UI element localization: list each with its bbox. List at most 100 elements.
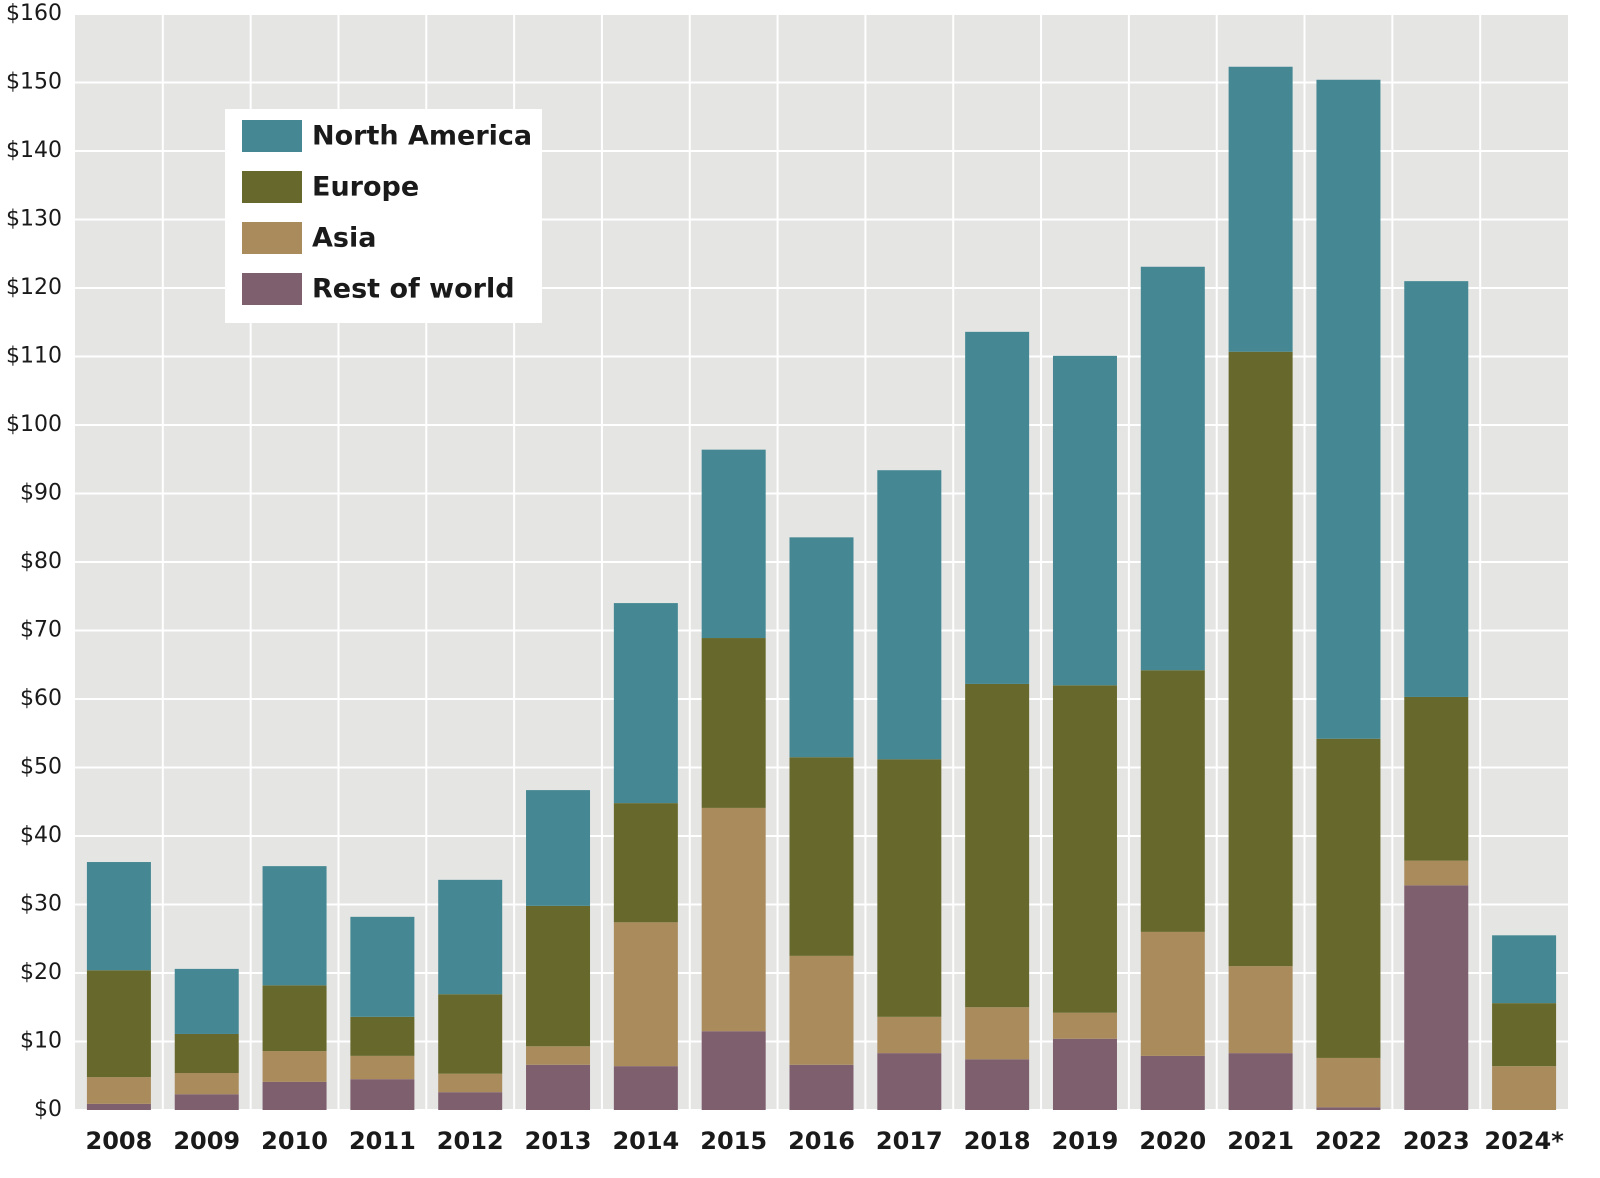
y-tick-label: $160 [6,1,62,26]
y-tick-label: $90 [20,481,62,506]
bar-segment [262,1051,327,1082]
bar-segment [1052,1038,1117,1110]
bar-segment [526,790,591,906]
legend-label: North America [312,121,532,152]
bar-segment [789,955,854,1065]
bar-segment [1228,66,1293,352]
bar-segment [701,449,766,639]
bar-segment [262,1081,327,1110]
bar-segment [86,970,151,1078]
x-tick-label: 2012 [437,1127,504,1155]
bar-segment [1228,351,1293,967]
bar-segment [1316,1107,1381,1110]
y-tick-label: $10 [20,1029,62,1054]
bar-segment [1404,696,1469,861]
bar-segment [701,807,766,1032]
bar-segment [350,1079,415,1110]
bar-segment [438,1092,503,1110]
bar-segment [86,862,151,971]
x-tick-label: 2013 [525,1127,592,1155]
y-tick-label: $40 [20,823,62,848]
bar-segment [86,1103,151,1110]
legend-swatch [242,273,302,305]
bar-segment [174,968,239,1034]
x-tick-label: 2010 [261,1127,328,1155]
bar-segment [438,879,503,995]
bar-segment [965,331,1030,684]
y-tick-label: $130 [6,207,62,232]
y-tick-label: $140 [6,138,62,163]
bar-segment [877,759,942,1017]
bar-segment [526,905,591,1047]
bar-segment [877,1053,942,1110]
x-tick-label: 2016 [788,1127,855,1155]
x-tick-label: 2023 [1403,1127,1470,1155]
legend-swatch [242,222,302,254]
bar-segment [1228,1053,1293,1110]
x-tick-label: 2020 [1139,1127,1206,1155]
bar-segment [86,1077,151,1104]
bar-segment [613,1066,678,1110]
bar-segment [350,916,415,1017]
bar-segment [789,757,854,956]
bar-segment [789,1064,854,1110]
bar-segment [526,1064,591,1110]
x-tick-label: 2017 [876,1127,943,1155]
x-tick-label: 2022 [1315,1127,1382,1155]
bar-segment [1228,966,1293,1054]
bar-segment [1492,1066,1557,1110]
bar-segment [1052,685,1117,1013]
x-tick-label: 2019 [1052,1127,1119,1155]
bar-segment [438,1073,503,1093]
legend-swatch [242,171,302,203]
y-tick-label: $50 [20,755,62,780]
bar-segment [701,1031,766,1110]
bar-segment [965,1059,1030,1110]
bar-segment [877,1016,942,1054]
bar-segment [965,683,1030,1008]
bar-segment [701,638,766,808]
y-tick-label: $0 [34,1097,62,1122]
bar-segment [1316,738,1381,1058]
x-tick-label: 2008 [86,1127,153,1155]
bar-segment [1316,79,1381,739]
bar-segment [174,1073,239,1095]
y-tick-label: $30 [20,892,62,917]
y-tick-label: $80 [20,549,62,574]
bar-segment [613,922,678,1067]
bar-segment [613,603,678,804]
bar-segment [526,1046,591,1065]
bar-segment [1052,1012,1117,1039]
bar-segment [1404,885,1469,1110]
x-tick-label: 2021 [1227,1127,1294,1155]
bar-segment [1492,1003,1557,1067]
bar-segment [438,994,503,1074]
bar-segment [174,1094,239,1110]
bar-segment [1140,1055,1205,1110]
x-tick-label: 2009 [173,1127,240,1155]
legend-label: Rest of world [312,274,515,305]
y-tick-label: $150 [6,70,62,95]
bar-segment [877,470,942,760]
legend-label: Europe [312,172,419,203]
x-tick-label: 2018 [964,1127,1031,1155]
x-tick-label: 2024* [1484,1127,1564,1155]
y-tick-label: $70 [20,618,62,643]
bar-segment [1052,355,1117,686]
bar-segment [350,1055,415,1080]
bar-segment [613,803,678,923]
bar-segment [1316,1057,1381,1108]
bar-segment [174,1033,239,1074]
bar-segment [1140,266,1205,671]
x-tick-label: 2011 [349,1127,416,1155]
bar-segment [965,1007,1030,1060]
bar-segment [262,985,327,1052]
y-tick-label: $20 [20,960,62,985]
y-tick-label: $100 [6,412,62,437]
x-tick-label: 2014 [612,1127,679,1155]
y-tick-label: $110 [6,344,62,369]
bar-segment [1140,670,1205,932]
legend-swatch [242,120,302,152]
bar-segment [789,537,854,758]
